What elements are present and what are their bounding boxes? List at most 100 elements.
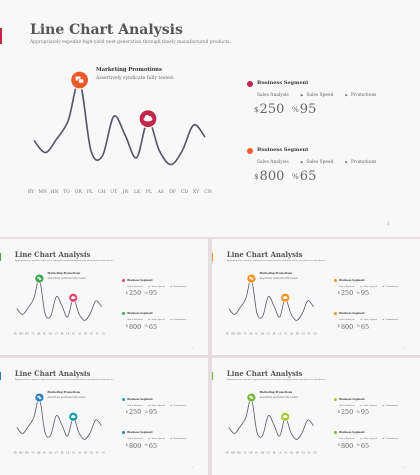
x-tick-label: JR (60, 452, 64, 455)
segment-value: $250 (254, 102, 284, 117)
segment-dot (122, 397, 126, 401)
marker-secondary (68, 412, 79, 422)
page-number: 1 (387, 221, 390, 226)
x-tick-label: MN (19, 452, 23, 455)
value-unit: $ (125, 290, 128, 295)
slide-subtitle: Appropriately expedite high-yield next-g… (14, 377, 114, 381)
segment-value: %95 (292, 102, 316, 117)
x-tick-label: PL (146, 189, 152, 195)
x-tick-label: QR (37, 333, 41, 336)
x-tick-label: TG (243, 452, 247, 455)
arrow-icon: ▶ (170, 405, 173, 408)
value-number: 800 (128, 441, 142, 450)
arrow-icon: ▶ (300, 93, 304, 97)
slide-thumbnail[interactable]: Line Chart Analysis Appropriately expedit… (0, 239, 208, 355)
x-tick-label: XV (95, 452, 99, 455)
x-tick-label: UT (110, 189, 118, 195)
main-slide: Line Chart Analysis Appropriately expedit… (0, 0, 420, 237)
segment-value: %95 (357, 289, 370, 297)
x-tick-label: TG (63, 189, 70, 195)
x-tick-label: PL (72, 452, 76, 455)
arrow-icon: ▶ (382, 405, 385, 408)
x-tick-label: UH (98, 189, 106, 195)
segment-value: %65 (357, 442, 370, 450)
accent-bar (0, 28, 2, 44)
x-tick-label: MN (38, 189, 47, 195)
arrow-icon: ▶ (170, 319, 173, 322)
segment-labels: Sales Analysis▶Sales Speed▶Promotions (339, 437, 398, 440)
value-unit: % (144, 443, 148, 448)
line-chart: RY MN HN TG QR PL UH UT JR LK PL AS DF CD XV CN (226, 392, 317, 455)
slide-thumbnail[interactable]: Line Chart Analysis Appropriately expedit… (212, 358, 420, 475)
segment-label: Promotions (351, 160, 377, 165)
slide-subtitle: Appropriately expedite high-yield next-g… (226, 258, 326, 262)
accent-bar (212, 252, 213, 261)
x-tick-label: HN (51, 189, 59, 195)
annotation-title: Marketing Promotions (259, 391, 293, 395)
segment-labels: Sales Analysis▶Sales Speed▶Promotions (339, 404, 398, 407)
x-tick-label: CN (101, 452, 105, 455)
value-unit: % (356, 290, 360, 295)
value-number: 250 (340, 408, 354, 417)
x-tick-label: JR (60, 333, 64, 336)
slide-title: Line Chart Analysis (14, 368, 91, 378)
segment-dot (334, 431, 338, 434)
segment-value: $250 (338, 289, 354, 297)
slide-thumbnail[interactable]: Line Chart Analysis Appropriately expedit… (0, 358, 208, 475)
segment-label: Promotions (173, 404, 186, 408)
segment-labels: Sales Analysis▶Sales Speed▶Promotions (339, 318, 398, 321)
x-tick-label: DF (169, 189, 176, 195)
x-tick-label: CN (204, 189, 212, 195)
value-number: 250 (340, 289, 354, 298)
segment-label: Sales Analysis (127, 318, 143, 322)
x-tick-label: DF (84, 452, 88, 455)
segment-labels: Sales Analysis▶Sales Speed▶Promotions (257, 93, 376, 98)
value-unit: $ (125, 324, 128, 329)
series-line (228, 279, 314, 321)
marker-peak (34, 273, 45, 284)
x-tick-label: MN (231, 333, 235, 336)
page-number: 1 (191, 467, 193, 470)
segment-dot (334, 312, 338, 315)
arrow-icon: ▶ (382, 319, 385, 322)
value-unit: % (292, 171, 299, 181)
segment-label: Sales Speed (151, 285, 165, 289)
segment-value: %65 (292, 169, 316, 184)
segment-label: Sales Analysis (127, 437, 143, 441)
series-line (16, 398, 102, 440)
value-number: 65 (360, 441, 370, 450)
segment-label: Promotions (385, 318, 398, 322)
arrow-icon: ▶ (300, 160, 304, 164)
segment-label: Promotions (385, 404, 398, 408)
marker-peak (246, 392, 257, 403)
slide-title: Line Chart Analysis (226, 368, 303, 378)
arrow-icon: ▶ (148, 405, 150, 408)
slide-title: Line Chart Analysis (30, 22, 183, 38)
x-tick-label: CN (313, 333, 317, 336)
arrow-icon: ▶ (360, 286, 362, 289)
segment-labels: Sales Analysis▶Sales Speed▶Promotions (127, 285, 186, 288)
segment-value: %65 (357, 323, 370, 331)
segment-dot (122, 278, 126, 282)
segment-value: $800 (338, 442, 354, 450)
accent-bar (212, 371, 213, 380)
series-line (33, 81, 206, 166)
x-tick-label: AS (157, 189, 164, 195)
annotation-subtitle: Assertively syndicate fully tested. (47, 276, 87, 280)
x-tick-label: JR (272, 333, 276, 336)
slide-thumbnail[interactable]: Line Chart Analysis Appropriately expedit… (212, 239, 420, 355)
x-tick-label: HN (237, 452, 241, 455)
arrow-icon: ▶ (360, 438, 362, 441)
x-tick-label: PL (284, 333, 288, 336)
x-tick-label: XV (307, 333, 311, 336)
value-unit: % (356, 443, 360, 448)
arrow-icon: ▶ (382, 286, 385, 289)
value-unit: % (356, 409, 360, 414)
x-tick-label: PL (284, 452, 288, 455)
page-number: 1 (403, 467, 405, 470)
segment-value: $250 (126, 289, 142, 297)
value-unit: $ (337, 290, 340, 295)
segment-label: Promotions (385, 285, 398, 289)
segment-label: Sales Speed (363, 285, 377, 289)
x-tick-label: AS (289, 452, 294, 455)
